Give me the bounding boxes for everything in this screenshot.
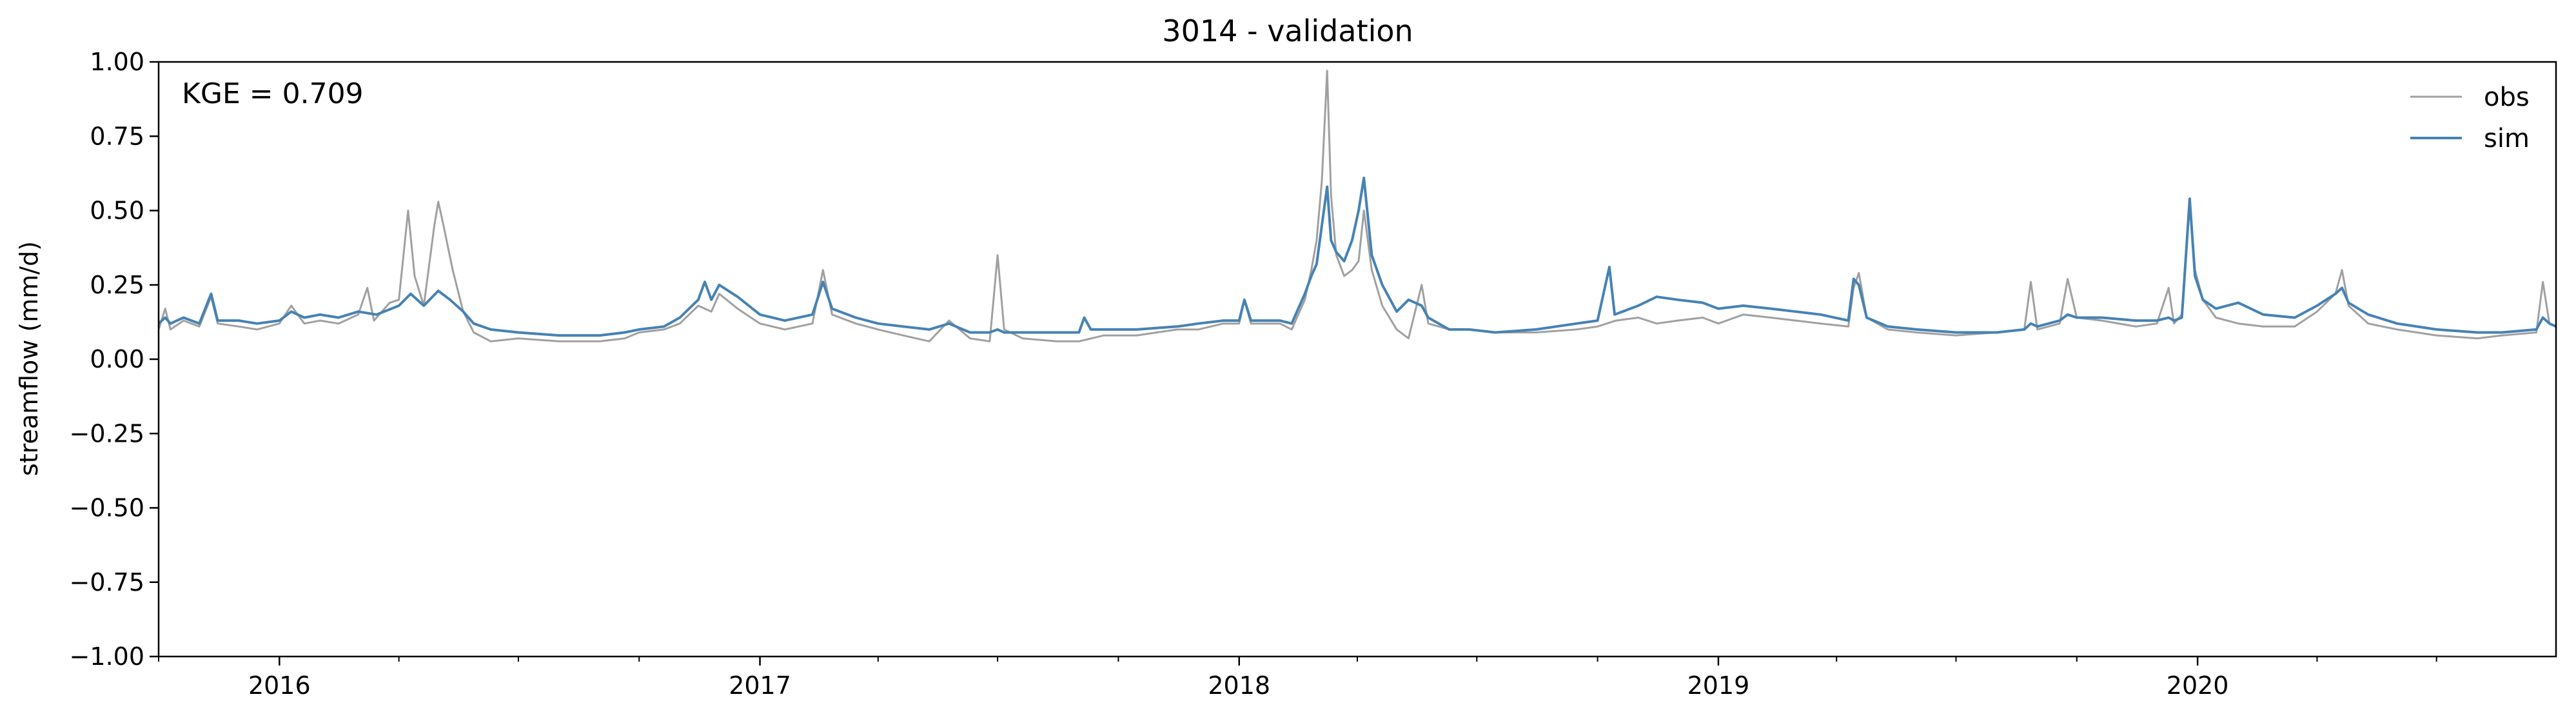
y-tick-label: −0.75 (70, 568, 144, 597)
legend: obs sim (2410, 83, 2530, 153)
y-tick-label: 0.75 (90, 122, 144, 150)
x-axis: 2016 2017 2018 2019 2020 (158, 657, 2437, 700)
plot-area (157, 70, 2557, 342)
y-tick-label: 0.25 (90, 271, 144, 299)
y-tick-label: −1.00 (70, 642, 144, 671)
series-line-sim (157, 176, 2557, 337)
y-tick-label: −0.50 (70, 494, 144, 522)
series-line-obs (157, 70, 2557, 342)
legend-label-obs: obs (2484, 83, 2530, 112)
y-tick-label: 0.00 (90, 345, 144, 373)
x-tick-label: 2016 (248, 671, 311, 700)
chart-title: 3014 - validation (1162, 14, 1413, 48)
y-axis: 1.00 0.75 0.50 0.25 0.00 −0.25 −0.50 −0.75 −1.00 (70, 48, 159, 671)
y-tick-label: 1.00 (90, 48, 144, 76)
y-tick-label: −0.25 (70, 419, 144, 448)
x-tick-label: 2020 (2167, 671, 2229, 700)
y-tick-label: 0.50 (90, 197, 144, 225)
x-tick-label: 2018 (1208, 671, 1270, 700)
legend-label-sim: sim (2484, 124, 2530, 153)
x-tick-label: 2019 (1687, 671, 1750, 700)
x-tick-label: 2017 (729, 671, 791, 700)
kge-annotation: KGE = 0.709 (182, 77, 364, 110)
y-axis-label: streamflow (mm/d) (15, 241, 43, 476)
plot-frame (157, 61, 2557, 658)
